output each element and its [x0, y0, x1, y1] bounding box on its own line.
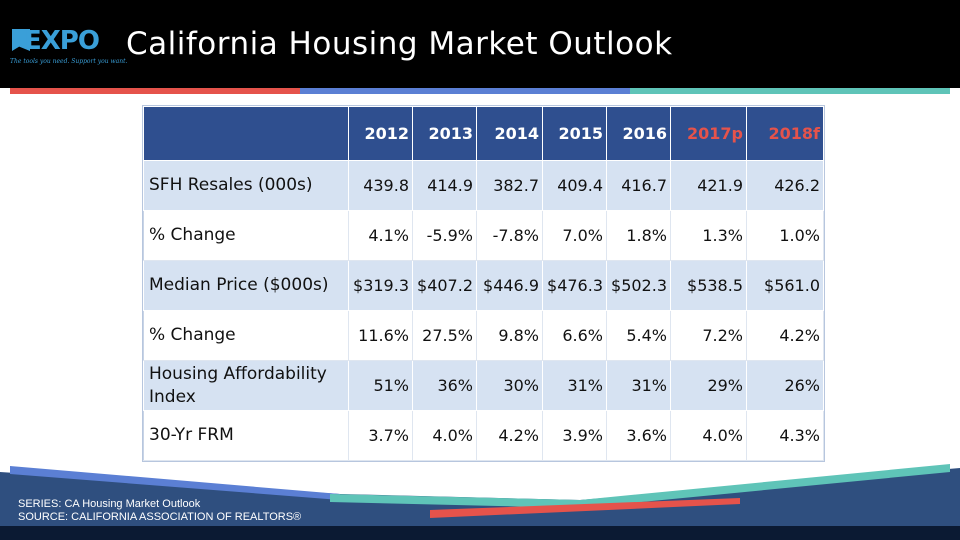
table-cell: 4.0% [670, 410, 747, 461]
table-cell: 36% [412, 360, 477, 411]
table-cell: 26% [746, 360, 824, 411]
accent-bar-teal [630, 88, 950, 94]
table-cell: 4.2% [476, 410, 543, 461]
table-cell: 27.5% [412, 310, 477, 361]
table-cell: 3.7% [348, 410, 413, 461]
table-cell: 4.1% [348, 210, 413, 261]
table-cell: 1.3% [670, 210, 747, 261]
table-cell: 3.6% [606, 410, 671, 461]
accent-bar-red [10, 88, 300, 94]
row-label: 30-Yr FRM [143, 410, 349, 461]
table-cell: 439.8 [348, 160, 413, 211]
row-label: Median Price ($000s) [143, 260, 349, 311]
accent-bar-blue [300, 88, 630, 94]
table-cell: 51% [348, 360, 413, 411]
source-note: SOURCE: CALIFORNIA ASSOCIATION OF REALTO… [18, 511, 302, 523]
slide-header: EXPO The tools you need. Support you wan… [0, 0, 960, 88]
table-cell: 3.9% [542, 410, 607, 461]
table-cell: $476.3 [542, 260, 607, 311]
column-header-forecast: 2018f [746, 106, 824, 161]
table-cell: $319.3 [348, 260, 413, 311]
table-row: 30-Yr FRM 3.7% 4.0% 4.2% 3.9% 3.6% 4.0% … [143, 410, 824, 461]
table-cell: 421.9 [670, 160, 747, 211]
table-cell: 7.0% [542, 210, 607, 261]
row-label: SFH Resales (000s) [143, 160, 349, 211]
table-cell: 31% [542, 360, 607, 411]
table-cell: -7.8% [476, 210, 543, 261]
table-cell: 414.9 [412, 160, 477, 211]
table-cell: 1.8% [606, 210, 671, 261]
table-cell: 6.6% [542, 310, 607, 361]
table-cell: $561.0 [746, 260, 824, 311]
footer-base [0, 526, 960, 540]
slide-title: California Housing Market Outlook [126, 26, 673, 62]
table-cell: 416.7 [606, 160, 671, 211]
table-cell: -5.9% [412, 210, 477, 261]
expo-logo: EXPO The tools you need. Support you wan… [10, 26, 127, 68]
table-row: Median Price ($000s) $319.3 $407.2 $446.… [143, 260, 824, 311]
table-cell: 4.0% [412, 410, 477, 461]
column-header: 2015 [542, 106, 607, 161]
table-cell: 7.2% [670, 310, 747, 361]
footer-decoration [0, 464, 960, 540]
logo-tagline: The tools you need. Support you want. [10, 58, 128, 65]
flag-icon [12, 29, 30, 51]
row-label: % Change [143, 310, 349, 361]
table-cell: 382.7 [476, 160, 543, 211]
table-row: % Change 4.1% -5.9% -7.8% 7.0% 1.8% 1.3%… [143, 210, 824, 261]
table-cell: 5.4% [606, 310, 671, 361]
table-cell: 31% [606, 360, 671, 411]
logo-word: EXPO [24, 26, 100, 56]
table-cell: 4.3% [746, 410, 824, 461]
table-row: SFH Resales (000s) 439.8 414.9 382.7 409… [143, 160, 824, 211]
table-cell: $407.2 [412, 260, 477, 311]
table-cell: $502.3 [606, 260, 671, 311]
row-label: % Change [143, 210, 349, 261]
table-cell: 9.8% [476, 310, 543, 361]
footer-stripe-red [430, 498, 740, 518]
header-blank [143, 106, 349, 161]
table-header-row: 2012 2013 2014 2015 2016 2017p 2018f [143, 106, 824, 161]
table-cell: 11.6% [348, 310, 413, 361]
column-header: 2016 [606, 106, 671, 161]
housing-outlook-table: 2012 2013 2014 2015 2016 2017p 2018f SFH… [142, 105, 825, 462]
table-row: Housing Affordability Index 51% 36% 30% … [143, 360, 824, 411]
column-header: 2014 [476, 106, 543, 161]
table-cell: 29% [670, 360, 747, 411]
table-row: % Change 11.6% 27.5% 9.8% 6.6% 5.4% 7.2%… [143, 310, 824, 361]
column-header: 2013 [412, 106, 477, 161]
table-cell: 30% [476, 360, 543, 411]
table-cell: $538.5 [670, 260, 747, 311]
footnote: SERIES: CA Housing Market Outlook SOURCE… [18, 498, 301, 524]
table-cell: 1.0% [746, 210, 824, 261]
table-cell: $446.9 [476, 260, 543, 311]
row-label: Housing Affordability Index [143, 360, 349, 411]
footer-stripe-teal [330, 464, 950, 508]
column-header-projected: 2017p [670, 106, 747, 161]
series-note: SERIES: CA Housing Market Outlook [18, 498, 201, 510]
footer-stripe-blue [10, 466, 340, 500]
table-cell: 426.2 [746, 160, 824, 211]
table-cell: 4.2% [746, 310, 824, 361]
column-header: 2012 [348, 106, 413, 161]
table-cell: 409.4 [542, 160, 607, 211]
